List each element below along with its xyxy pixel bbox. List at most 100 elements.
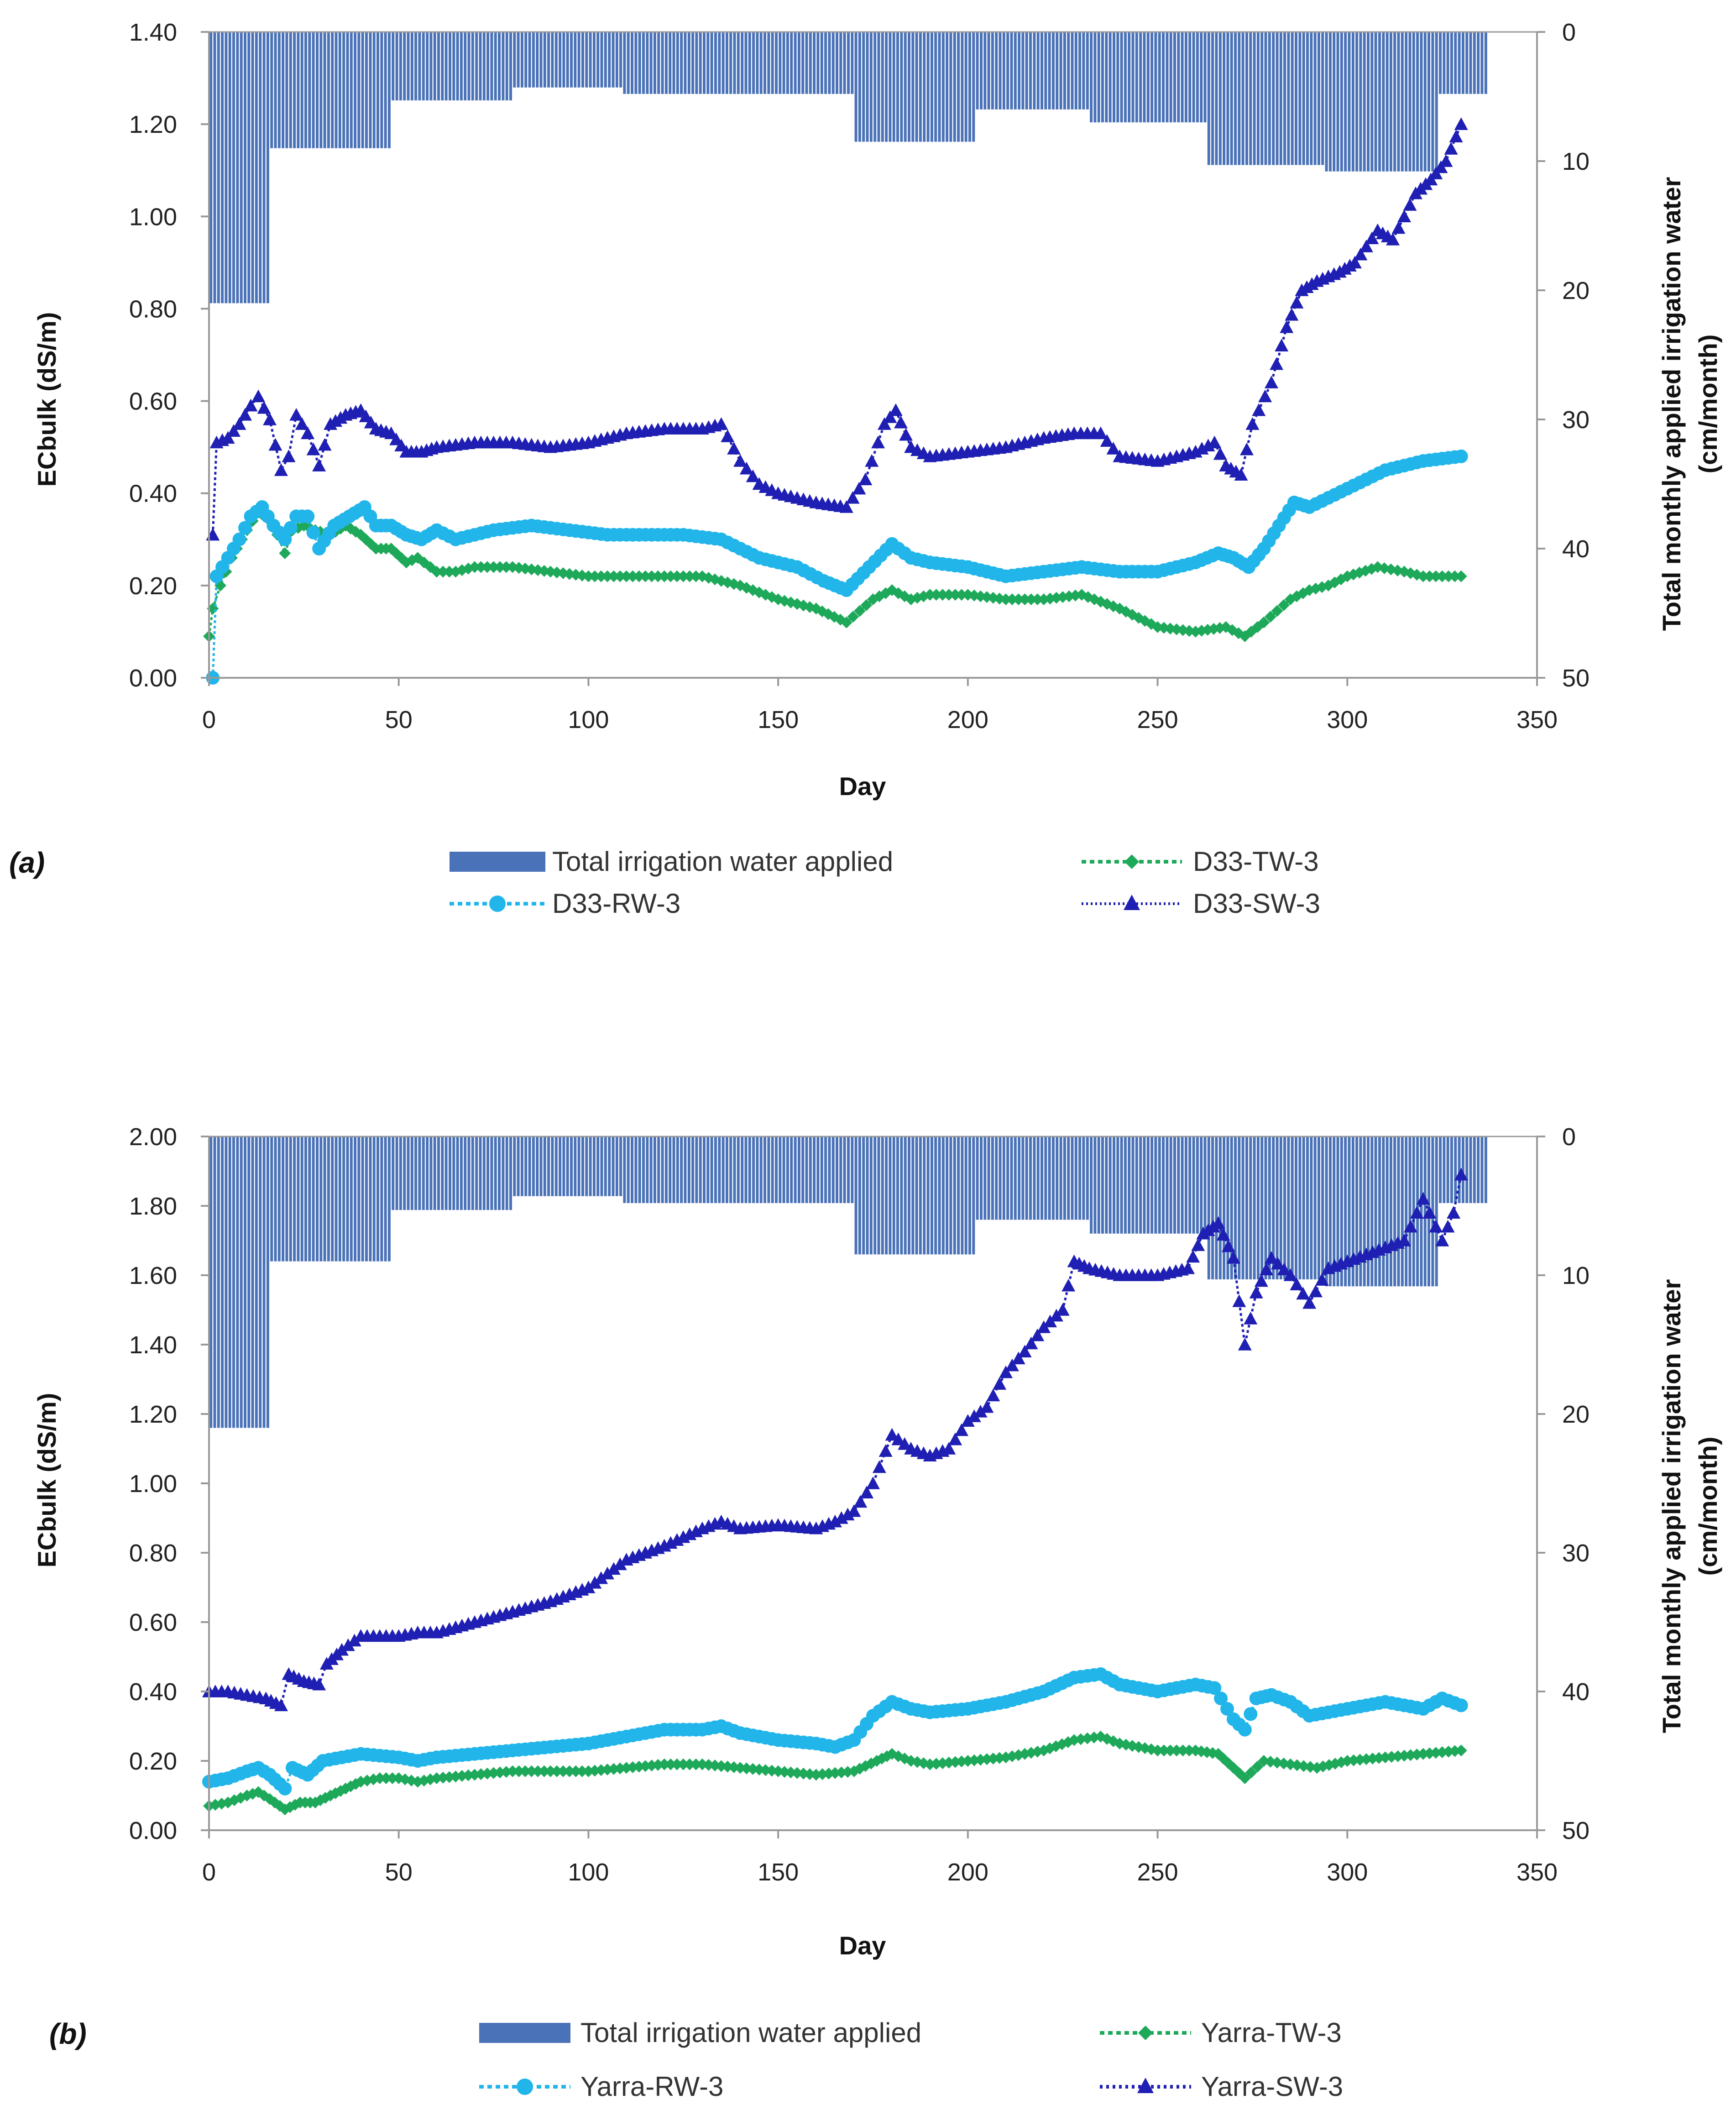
irrigation-bar bbox=[1298, 32, 1302, 165]
irrigation-bar bbox=[1256, 32, 1260, 165]
irrigation-bar bbox=[710, 1136, 713, 1203]
irrigation-bar bbox=[551, 1136, 554, 1196]
irrigation-bar bbox=[1218, 1136, 1222, 1280]
irrigation-bar bbox=[395, 1136, 398, 1210]
irrigation-bar bbox=[1036, 1136, 1040, 1220]
data-point bbox=[942, 1442, 956, 1455]
irrigation-bar bbox=[718, 32, 721, 94]
legend-item-sw-a: D33-SW-3 bbox=[1082, 888, 1320, 919]
irrigation-bars-a bbox=[209, 32, 1487, 304]
irrigation-bar bbox=[1446, 32, 1449, 94]
data-point bbox=[1435, 1234, 1449, 1246]
irrigation-bar bbox=[1177, 1136, 1180, 1234]
irrigation-bar bbox=[376, 1136, 379, 1262]
data-point bbox=[263, 413, 277, 425]
irrigation-bar bbox=[335, 32, 338, 148]
irrigation-bar bbox=[437, 32, 440, 100]
irrigation-bar bbox=[1063, 1136, 1066, 1220]
irrigation-bar bbox=[1139, 32, 1142, 123]
irrigation-bar bbox=[1302, 1136, 1305, 1280]
data-point bbox=[1290, 1278, 1304, 1291]
irrigation-bar bbox=[387, 32, 391, 148]
irrigation-bar bbox=[365, 32, 368, 148]
irrigation-bar bbox=[782, 1136, 785, 1203]
irrigation-bar bbox=[1158, 32, 1161, 123]
irrigation-bar bbox=[384, 32, 387, 148]
data-point bbox=[1030, 1328, 1045, 1341]
irrigation-bar bbox=[980, 32, 983, 110]
legend-marker-sw-b bbox=[1137, 2078, 1154, 2093]
data-point bbox=[1056, 1303, 1070, 1316]
x-axis-title-b: Day bbox=[839, 1931, 886, 1960]
irrigation-bar bbox=[1143, 1136, 1146, 1234]
irrigation-bar bbox=[1166, 1136, 1169, 1234]
irrigation-bar bbox=[1067, 1136, 1070, 1220]
data-point bbox=[866, 1477, 880, 1489]
irrigation-bar bbox=[680, 32, 683, 94]
irrigation-bar bbox=[1370, 1136, 1374, 1287]
irrigation-bar bbox=[873, 1136, 877, 1255]
irrigation-bar bbox=[1238, 32, 1241, 165]
irrigation-bar bbox=[737, 1136, 740, 1203]
irrigation-bar bbox=[479, 32, 482, 100]
irrigation-bar bbox=[577, 1136, 580, 1196]
irrigation-bar bbox=[627, 1136, 630, 1203]
irrigation-bar bbox=[524, 32, 528, 88]
irrigation-bar bbox=[1181, 32, 1184, 123]
irrigation-bar bbox=[1458, 1136, 1461, 1203]
irrigation-bar bbox=[623, 32, 626, 94]
irrigation-bar bbox=[797, 1136, 800, 1203]
irrigation-bar bbox=[562, 32, 565, 88]
data-point bbox=[1348, 256, 1362, 269]
irrigation-bar bbox=[1401, 1136, 1404, 1287]
irrigation-bar bbox=[1465, 32, 1469, 94]
irrigation-bar bbox=[748, 1136, 751, 1203]
data-point bbox=[739, 461, 753, 475]
data-point bbox=[840, 616, 852, 628]
legend-marker-tw-a bbox=[1124, 854, 1139, 869]
irrigation-bar bbox=[209, 1136, 213, 1428]
irrigation-bar bbox=[1010, 32, 1013, 110]
irrigation-bar bbox=[1044, 1136, 1047, 1220]
irrigation-bar bbox=[744, 1136, 748, 1203]
irrigation-bar bbox=[1348, 32, 1351, 172]
data-point bbox=[1024, 1336, 1038, 1350]
irrigation-bar bbox=[615, 32, 618, 88]
irrigation-bar bbox=[1306, 1136, 1309, 1280]
y2-tick-label: 40 bbox=[1562, 1678, 1590, 1706]
series-markers-tw bbox=[203, 1730, 1467, 1816]
data-point bbox=[1151, 1744, 1164, 1757]
irrigation-bar bbox=[323, 1136, 326, 1262]
data-point bbox=[306, 442, 320, 456]
data-point bbox=[853, 605, 866, 617]
irrigation-bar bbox=[691, 1136, 695, 1203]
data-point bbox=[1436, 570, 1448, 582]
irrigation-bar bbox=[300, 1136, 303, 1262]
irrigation-bar bbox=[316, 1136, 319, 1262]
irrigation-bar bbox=[1351, 32, 1354, 172]
irrigation-bar bbox=[684, 32, 687, 94]
irrigation-bar bbox=[392, 32, 395, 100]
data-point bbox=[924, 589, 936, 601]
irrigation-bar bbox=[1439, 1136, 1442, 1203]
series-sw bbox=[206, 117, 1468, 541]
data-point bbox=[295, 417, 309, 430]
irrigation-bar bbox=[266, 32, 269, 304]
irrigation-bar bbox=[1006, 32, 1009, 110]
irrigation-bar bbox=[1321, 32, 1324, 165]
data-point bbox=[1220, 1702, 1234, 1716]
irrigation-bar bbox=[1154, 32, 1157, 123]
data-point bbox=[1245, 417, 1260, 430]
data-point bbox=[883, 410, 897, 423]
data-point bbox=[620, 570, 633, 582]
irrigation-bar bbox=[380, 1136, 383, 1262]
irrigation-bar bbox=[851, 1136, 854, 1203]
irrigation-bar bbox=[304, 32, 307, 148]
irrigation-bar bbox=[786, 1136, 789, 1203]
irrigation-bar bbox=[585, 32, 588, 88]
data-point bbox=[1211, 1216, 1225, 1229]
irrigation-bar bbox=[1416, 32, 1419, 172]
y-tick-label: 1.40 bbox=[129, 1331, 177, 1359]
irrigation-bar bbox=[1184, 32, 1187, 123]
data-point bbox=[282, 449, 296, 462]
